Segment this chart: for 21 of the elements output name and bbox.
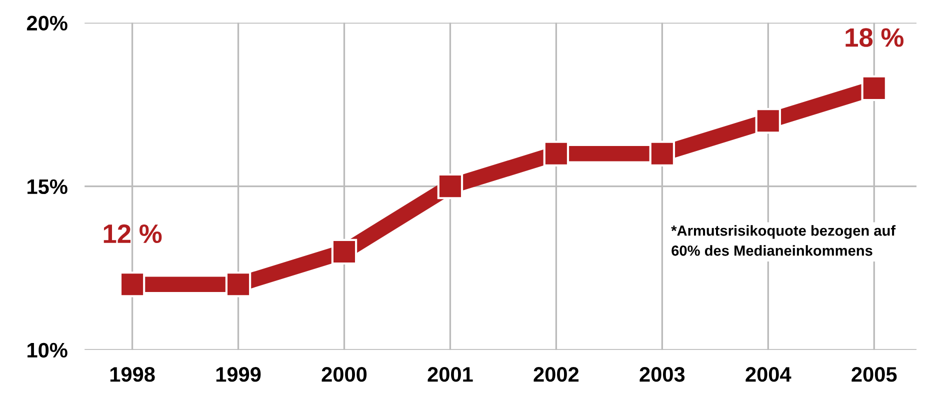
y-tick-label: 20%	[26, 16, 68, 31]
point	[331, 238, 358, 265]
point	[437, 173, 464, 200]
x-tick-label: 2000	[322, 367, 367, 382]
y-tick-label: 10%	[28, 342, 68, 358]
point	[861, 75, 887, 102]
x-tick-label: 2004	[746, 367, 792, 382]
x-tick-label: 2002	[534, 367, 579, 382]
annotation: 12 %	[104, 224, 162, 244]
x-tick-label: 2003	[640, 367, 685, 382]
x-tick-label: 1999	[216, 367, 261, 382]
point	[543, 140, 570, 166]
point	[755, 108, 781, 134]
annotation: 18 %	[846, 28, 904, 47]
point	[649, 140, 676, 166]
annotation: *Armutsrisikoquote bezogen auf 60% des Medianeinkommens	[671, 225, 896, 256]
y-tick-label: 15%	[28, 179, 68, 194]
x-tick-label: 2001	[428, 367, 473, 382]
x-tick-label: 1998	[110, 367, 155, 382]
point	[225, 272, 252, 298]
x-tick-label: 2005	[852, 367, 897, 382]
